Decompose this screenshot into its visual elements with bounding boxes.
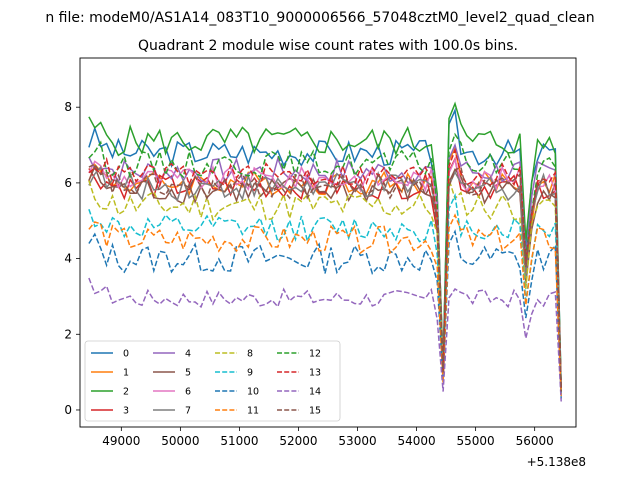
x-tick-label: 51000 bbox=[220, 434, 258, 448]
y-tick-label: 0 bbox=[64, 403, 72, 417]
legend-label-10: 10 bbox=[247, 387, 259, 398]
legend-label-14: 14 bbox=[309, 387, 321, 398]
legend-label-8: 8 bbox=[247, 349, 253, 360]
series-line-2 bbox=[88, 101, 562, 388]
series-line-11 bbox=[88, 213, 562, 397]
x-offset-label: +5.138e8 bbox=[527, 455, 586, 469]
legend-label-0: 0 bbox=[123, 349, 129, 360]
plot-frame bbox=[79, 57, 577, 428]
y-axis: 0 2 4 6 8 bbox=[64, 100, 80, 417]
x-tick-label: 52000 bbox=[279, 434, 317, 448]
x-tick-label: 56000 bbox=[516, 434, 554, 448]
series-line-0 bbox=[88, 107, 562, 389]
legend-label-1: 1 bbox=[123, 368, 129, 379]
x-axis: 49000 50000 51000 52000 53000 54000 55000 56000 bbox=[102, 427, 554, 448]
plot-lines bbox=[88, 101, 562, 402]
series-line-3 bbox=[88, 156, 562, 393]
y-tick-label: 4 bbox=[64, 252, 72, 266]
series-line-7 bbox=[88, 165, 562, 392]
legend-label-2: 2 bbox=[123, 387, 129, 398]
series-line-15 bbox=[88, 163, 562, 392]
legend-label-3: 3 bbox=[123, 406, 129, 417]
x-tick-label: 49000 bbox=[102, 434, 140, 448]
series-line-10 bbox=[88, 229, 562, 399]
series-line-8 bbox=[88, 178, 562, 395]
y-tick-label: 2 bbox=[64, 327, 72, 341]
legend-box bbox=[84, 340, 341, 422]
legend-label-11: 11 bbox=[247, 406, 259, 417]
suptitle: n file: modeM0/AS1A14_083T10_9000006566_… bbox=[45, 10, 594, 26]
legend-label-7: 7 bbox=[185, 406, 191, 417]
legend-label-13: 13 bbox=[309, 368, 321, 379]
legend-label-4: 4 bbox=[185, 349, 191, 360]
x-tick-label: 50000 bbox=[161, 434, 199, 448]
y-tick-label: 8 bbox=[64, 100, 72, 114]
legend-label-5: 5 bbox=[185, 368, 191, 379]
legend-label-15: 15 bbox=[309, 406, 321, 417]
legend-label-6: 6 bbox=[185, 387, 191, 398]
chart-title: Quadrant 2 module wise count rates with … bbox=[138, 38, 518, 54]
x-tick-label: 53000 bbox=[338, 434, 376, 448]
series-line-5 bbox=[88, 164, 562, 393]
legend-label-9: 9 bbox=[247, 368, 253, 379]
legend-label-12: 12 bbox=[309, 349, 321, 360]
x-tick-label: 55000 bbox=[457, 434, 495, 448]
series-line-12 bbox=[88, 132, 562, 392]
series-line-14 bbox=[88, 277, 562, 402]
series-line-9 bbox=[88, 192, 562, 396]
series-line-13 bbox=[88, 147, 562, 391]
x-tick-label: 54000 bbox=[397, 434, 435, 448]
y-tick-label: 6 bbox=[64, 176, 72, 190]
